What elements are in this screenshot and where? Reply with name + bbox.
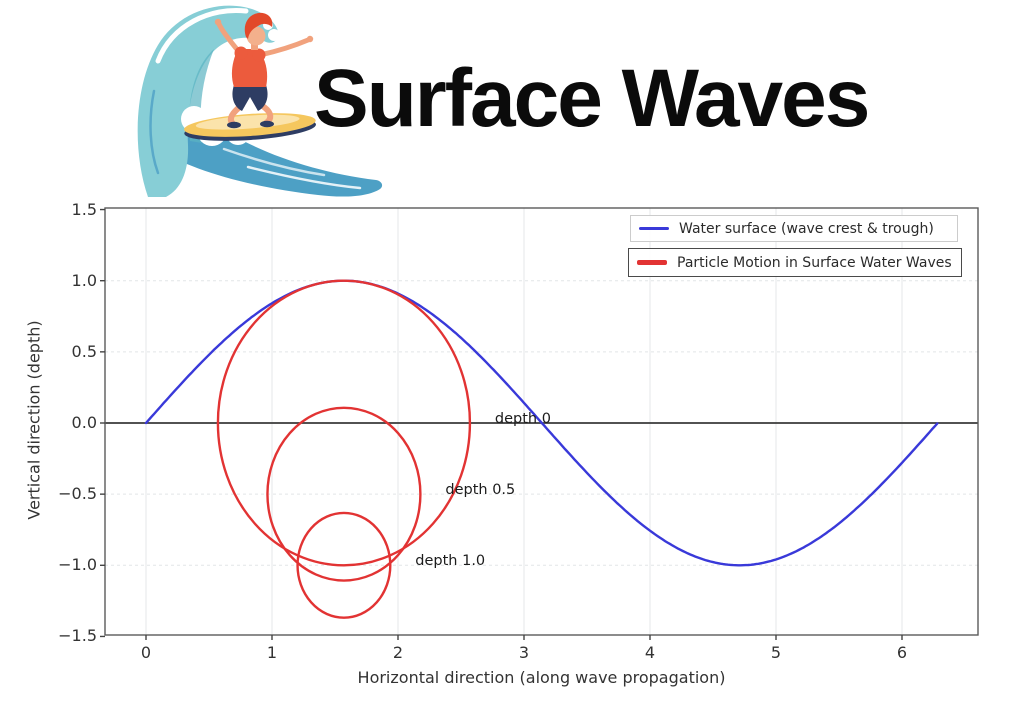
water-surface-wave: [144, 279, 939, 567]
surfer: [214, 12, 314, 129]
particle-orbit: [296, 511, 392, 619]
surfer-wave-logo-icon: [137, 5, 383, 198]
legend-water-surface-label: Water surface (wave crest & trough): [679, 220, 934, 237]
page-title: Surface Waves: [314, 53, 870, 144]
surfboard: [184, 113, 316, 141]
legend-particle-motion: Particle Motion in Surface Water Waves: [628, 248, 962, 277]
wave-foam-edge: [155, 7, 249, 64]
particle-orbit: [266, 406, 422, 582]
surfer-hair: [244, 12, 273, 39]
legend-particle-motion-label: Particle Motion in Surface Water Waves: [677, 254, 952, 271]
wave-streaks: [149, 89, 362, 190]
surfer-shorts: [232, 85, 268, 111]
plot-border: [104, 207, 979, 636]
legend-water-surface: Water surface (wave crest & trough): [630, 215, 958, 242]
surfer-head: [246, 26, 266, 46]
particle-orbit: [216, 279, 472, 567]
x-axis-label: Horizontal direction (along wave propaga…: [357, 668, 726, 687]
legend-line-water-surface-icon: [639, 227, 669, 230]
legend-line-particle-motion-icon: [637, 260, 667, 265]
wave-crest: [137, 5, 279, 198]
